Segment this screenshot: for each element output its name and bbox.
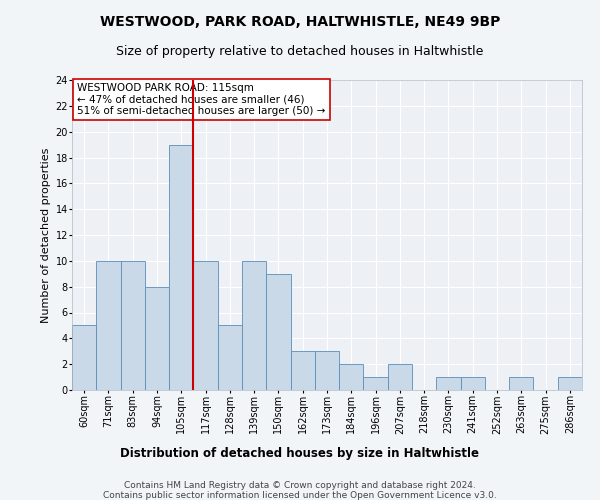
Text: WESTWOOD, PARK ROAD, HALTWHISTLE, NE49 9BP: WESTWOOD, PARK ROAD, HALTWHISTLE, NE49 9… [100, 15, 500, 29]
Bar [169, 144, 193, 390]
Bar [72, 326, 96, 390]
Bar [96, 261, 121, 390]
Y-axis label: Number of detached properties: Number of detached properties [41, 148, 51, 322]
Bar [193, 261, 218, 390]
Bar [315, 351, 339, 390]
Bar [339, 364, 364, 390]
Bar [121, 261, 145, 390]
Bar [145, 286, 169, 390]
Bar [364, 377, 388, 390]
Text: Contains public sector information licensed under the Open Government Licence v3: Contains public sector information licen… [103, 491, 497, 500]
Text: Distribution of detached houses by size in Haltwhistle: Distribution of detached houses by size … [121, 448, 479, 460]
Bar [558, 377, 582, 390]
Bar [436, 377, 461, 390]
Bar [461, 377, 485, 390]
Bar [266, 274, 290, 390]
Text: Size of property relative to detached houses in Haltwhistle: Size of property relative to detached ho… [116, 45, 484, 58]
Bar [388, 364, 412, 390]
Bar [290, 351, 315, 390]
Text: Contains HM Land Registry data © Crown copyright and database right 2024.: Contains HM Land Registry data © Crown c… [124, 481, 476, 490]
Bar [218, 326, 242, 390]
Bar [242, 261, 266, 390]
Text: WESTWOOD PARK ROAD: 115sqm
← 47% of detached houses are smaller (46)
51% of semi: WESTWOOD PARK ROAD: 115sqm ← 47% of deta… [77, 83, 325, 116]
Bar [509, 377, 533, 390]
